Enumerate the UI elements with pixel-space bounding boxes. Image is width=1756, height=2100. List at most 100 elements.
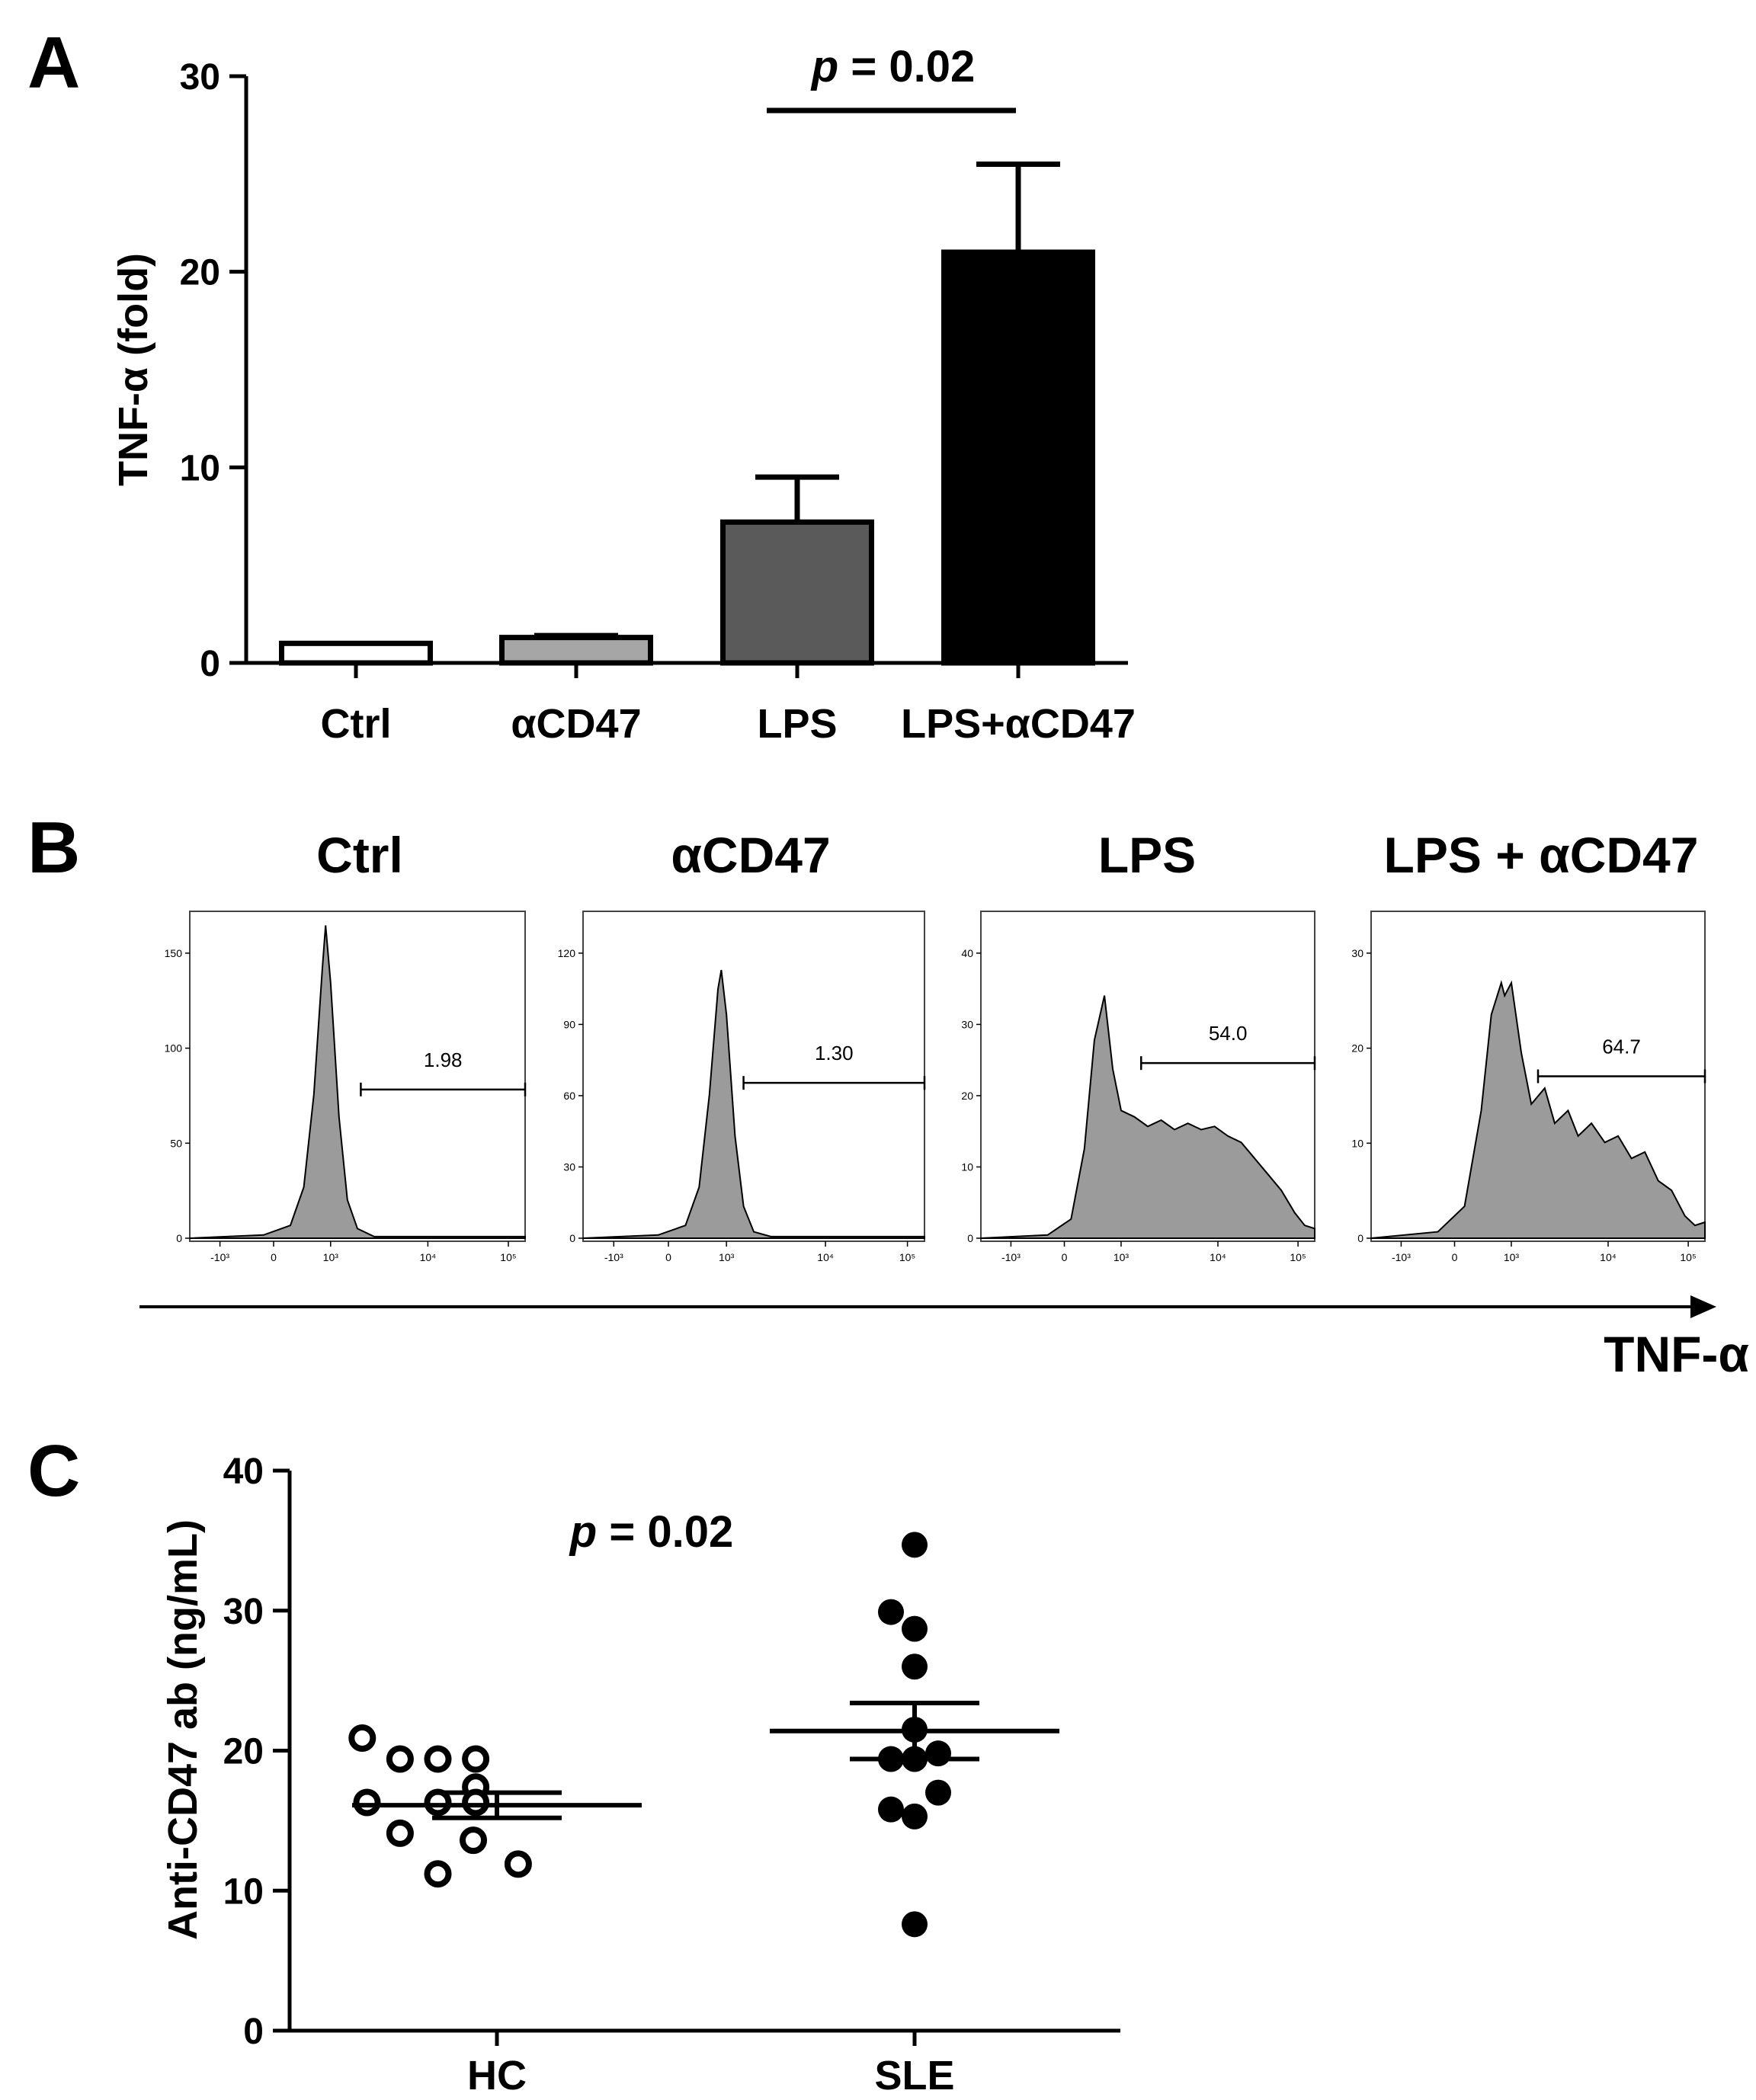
panel-c-p-letter: p — [569, 1507, 597, 1557]
histogram-y-tick-label: 10 — [1351, 1137, 1363, 1149]
histogram-x-tick-label: 10⁵ — [1680, 1251, 1696, 1263]
panel-a-bar — [720, 519, 874, 666]
histogram-y-tick-label: 20 — [1351, 1042, 1363, 1055]
histogram-y-tick-label: 150 — [165, 947, 183, 959]
histogram-y-tick-label: 0 — [1357, 1232, 1363, 1244]
histogram-y-tick-label: 20 — [961, 1090, 973, 1102]
panel-c-p-value: p = 0.02 — [569, 1507, 733, 1557]
panel-c-y-ticks: 0 10 20 30 40 — [223, 1452, 290, 2052]
histogram-x-tick-label: 10³ — [323, 1251, 339, 1263]
panel-a-y-ticks: 0 10 20 30 — [180, 57, 246, 684]
panel-c-label: C — [27, 1430, 80, 1512]
panel-c-category-label: HC — [467, 2053, 527, 2098]
histogram-y-tick-label: 0 — [569, 1232, 575, 1244]
histogram-title: αCD47 — [671, 827, 830, 883]
histogram-frame — [980, 911, 1315, 1242]
panel-c-point-sle — [902, 1532, 928, 1558]
panel-a-label: A — [27, 22, 80, 104]
histogram-frame — [189, 911, 526, 1242]
panel-c-point-sle — [925, 1779, 951, 1806]
panel-c-point-hc — [424, 1788, 452, 1817]
histogram-x-tick-label: 0 — [1062, 1251, 1068, 1263]
histogram-x-tick-label: 10⁵ — [500, 1251, 516, 1263]
panel-c-point-hc — [386, 1745, 414, 1773]
histogram-y-tick-label: 10 — [961, 1160, 973, 1173]
panel-c-point-hc — [386, 1819, 414, 1847]
histogram-gate-percent: 1.98 — [424, 1048, 463, 1071]
panel-c-point-hc — [353, 1788, 381, 1817]
panel-b-label: B — [27, 807, 80, 888]
panel-a-bar-chart: A 0 10 20 30 Ctrl αCD47 LPS LPS+αCD47 TNF-α (f… — [27, 22, 1136, 747]
histogram-frame — [582, 911, 925, 1242]
panel-c-point-hc — [462, 1788, 490, 1817]
histogram-area — [1370, 980, 1706, 1239]
panel-c-point-sle — [902, 1803, 928, 1829]
histogram-gate-percent: 54.0 — [1209, 1022, 1248, 1045]
panel-a-p-rest: = 0.02 — [838, 42, 975, 91]
histogram-area — [189, 925, 526, 1239]
panel-c-point-hc — [348, 1724, 377, 1752]
histogram-x-tick-label: 10⁴ — [1210, 1251, 1226, 1263]
tnf-axis-arrow-head — [1690, 1295, 1716, 1318]
panel-c-point-hc — [504, 1850, 532, 1878]
panel-a-p-letter: p — [810, 42, 838, 91]
panel-a-category-label: Ctrl — [321, 701, 392, 747]
histogram-x-tick-label: 0 — [1452, 1251, 1458, 1263]
panel-a-bar — [941, 249, 1095, 666]
histogram-y-tick-label: 90 — [563, 1018, 575, 1030]
histogram-x-tick-label: 10⁴ — [420, 1251, 437, 1263]
histogram-x-tick-label: 10⁴ — [817, 1251, 834, 1263]
histogram-title: LPS — [1098, 827, 1196, 883]
panel-a-bar — [499, 635, 653, 666]
panel-c-category-label: SLE — [874, 2053, 954, 2098]
histogram-gate-percent: 1.30 — [815, 1042, 854, 1064]
histogram-y-tick-label: 100 — [165, 1042, 183, 1055]
panel-c-scatter-chart: C 0 10 20 30 40 HC SLE Anti-CD47 ab (ng/mL) p… — [27, 1430, 1120, 2098]
histogram-area — [582, 969, 925, 1239]
histogram-y-tick-label: 40 — [961, 947, 973, 959]
panel-c-point-hc — [424, 1745, 452, 1773]
panel-c-p-rest: = 0.02 — [597, 1507, 733, 1557]
panel-a-bar — [279, 640, 433, 666]
panel-a-bars: Ctrl αCD47 LPS LPS+αCD47 — [279, 162, 1136, 747]
histogram-x-tick-label: 0 — [271, 1251, 277, 1263]
panel-c-y-tick-label: 10 — [223, 1871, 264, 1912]
panel-c-point-hc — [460, 1826, 487, 1855]
histogram-x-tick-label: -10³ — [1392, 1251, 1411, 1263]
panel-c-point-hc — [462, 1745, 490, 1773]
panel-c-point-hc — [424, 1860, 452, 1888]
histogram-y-tick-label: 0 — [967, 1232, 973, 1244]
panel-a-y-tick-label: 20 — [180, 253, 220, 293]
panel-c-groups: HC SLE — [348, 1532, 1059, 2098]
panel-a-category-label: αCD47 — [511, 701, 641, 747]
histogram-x-tick-label: -10³ — [604, 1251, 623, 1263]
histogram-x-tick-label: 10³ — [719, 1251, 735, 1263]
histogram-x-tick-label: 10⁵ — [899, 1251, 915, 1263]
histogram-x-tick-label: -10³ — [1001, 1251, 1021, 1263]
histogram-x-tick-label: 10⁵ — [1290, 1251, 1306, 1263]
histogram-x-tick-label: 10³ — [1114, 1251, 1130, 1263]
histogram-x-tick-label: -10³ — [210, 1251, 229, 1263]
histogram-y-tick-label: 30 — [563, 1160, 575, 1173]
histogram-title: Ctrl — [316, 827, 403, 883]
histogram-y-tick-label: 0 — [176, 1232, 182, 1244]
histogram-x-tick-label: 0 — [665, 1251, 671, 1263]
histogram-gate-percent: 64.7 — [1602, 1036, 1641, 1058]
histogram-x-tick-label: 10⁴ — [1600, 1251, 1617, 1263]
panel-c-y-tick-label: 0 — [243, 2012, 264, 2052]
panel-a-y-tick-label: 30 — [180, 57, 220, 98]
panel-c-y-axis-title: Anti-CD47 ab (ng/mL) — [160, 1519, 206, 1940]
histogram-y-tick-label: 60 — [563, 1090, 575, 1102]
panel-a-y-axis-title: TNF-α (fold) — [111, 253, 156, 486]
panel-c-point-sle — [902, 1653, 928, 1680]
panel-c-y-tick-label: 30 — [223, 1592, 264, 1632]
histogram-title: LPS + αCD47 — [1384, 827, 1699, 883]
panel-a-y-tick-label: 0 — [200, 644, 220, 684]
panel-c-point-sle — [902, 1615, 928, 1642]
histogram-y-tick-label: 120 — [558, 947, 576, 959]
tnf-axis-label: TNF-α — [1604, 1326, 1749, 1382]
histogram-x-tick-label: 10³ — [1504, 1251, 1520, 1263]
